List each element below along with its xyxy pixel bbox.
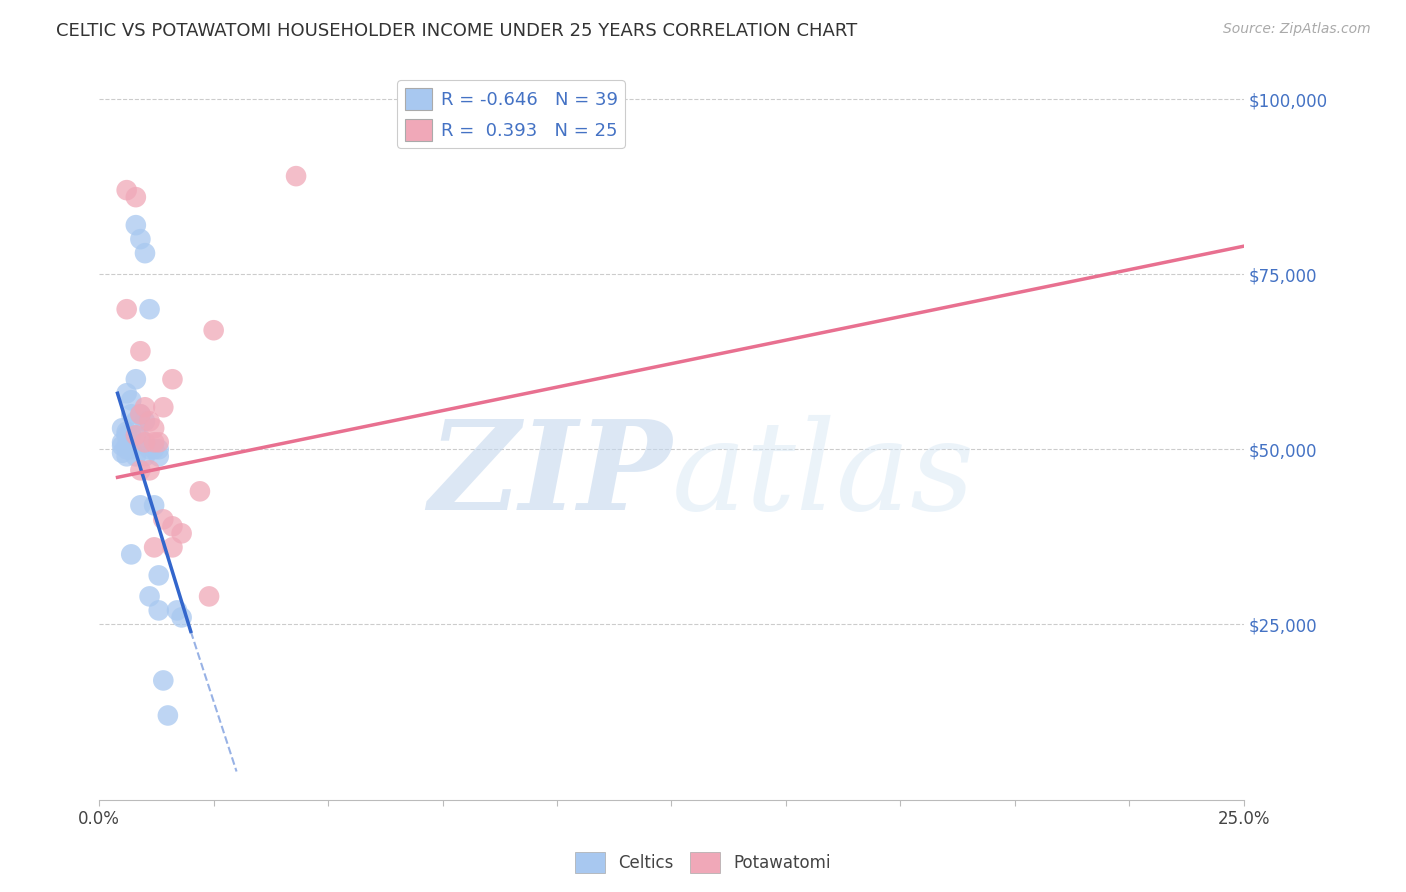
Point <box>111 439 134 453</box>
Point <box>125 450 148 464</box>
Point <box>129 432 152 446</box>
Legend: Celtics, Potawatomi: Celtics, Potawatomi <box>568 846 838 880</box>
Point <box>125 218 148 232</box>
Point <box>115 428 138 442</box>
Text: ZIP: ZIP <box>427 415 672 537</box>
Point <box>138 302 160 317</box>
Point <box>129 499 152 513</box>
Point <box>152 673 174 688</box>
Text: CELTIC VS POTAWATOMI HOUSEHOLDER INCOME UNDER 25 YEARS CORRELATION CHART: CELTIC VS POTAWATOMI HOUSEHOLDER INCOME … <box>56 22 858 40</box>
Point <box>129 232 152 246</box>
Point <box>134 435 156 450</box>
Point <box>129 463 152 477</box>
Point <box>148 450 170 464</box>
Point <box>120 442 142 457</box>
Point <box>138 442 160 457</box>
Point <box>143 499 166 513</box>
Point <box>120 393 142 408</box>
Point <box>162 372 184 386</box>
Point <box>148 435 170 450</box>
Point <box>129 407 152 421</box>
Point <box>115 450 138 464</box>
Point <box>162 541 184 555</box>
Point <box>111 421 134 435</box>
Point <box>143 541 166 555</box>
Point <box>120 407 142 421</box>
Point <box>143 442 166 457</box>
Point <box>134 246 156 260</box>
Point <box>148 568 170 582</box>
Point <box>202 323 225 337</box>
Point <box>111 435 134 450</box>
Point <box>198 590 221 604</box>
Point <box>138 590 160 604</box>
Point <box>115 183 138 197</box>
Point <box>143 435 166 450</box>
Point <box>125 190 148 204</box>
Point <box>115 386 138 401</box>
Legend: R = -0.646   N = 39, R =  0.393   N = 25: R = -0.646 N = 39, R = 0.393 N = 25 <box>398 80 626 148</box>
Point <box>134 450 156 464</box>
Point <box>138 414 160 428</box>
Point <box>143 421 166 435</box>
Point <box>152 401 174 415</box>
Point <box>125 428 148 442</box>
Point <box>115 302 138 317</box>
Point <box>166 603 188 617</box>
Point <box>156 708 179 723</box>
Point <box>120 547 142 561</box>
Point <box>129 344 152 359</box>
Text: atlas: atlas <box>672 415 974 537</box>
Point <box>148 603 170 617</box>
Point <box>125 414 148 428</box>
Point <box>285 169 308 183</box>
Point <box>152 512 174 526</box>
Point <box>115 425 138 439</box>
Point <box>170 526 193 541</box>
Point <box>120 428 142 442</box>
Point <box>170 610 193 624</box>
Point <box>188 484 211 499</box>
Point <box>115 442 138 457</box>
Point <box>134 414 156 428</box>
Point <box>134 401 156 415</box>
Point <box>138 463 160 477</box>
Point <box>125 372 148 386</box>
Point <box>111 446 134 460</box>
Point <box>162 519 184 533</box>
Text: Source: ZipAtlas.com: Source: ZipAtlas.com <box>1223 22 1371 37</box>
Point <box>148 442 170 457</box>
Point <box>115 439 138 453</box>
Point <box>129 407 152 421</box>
